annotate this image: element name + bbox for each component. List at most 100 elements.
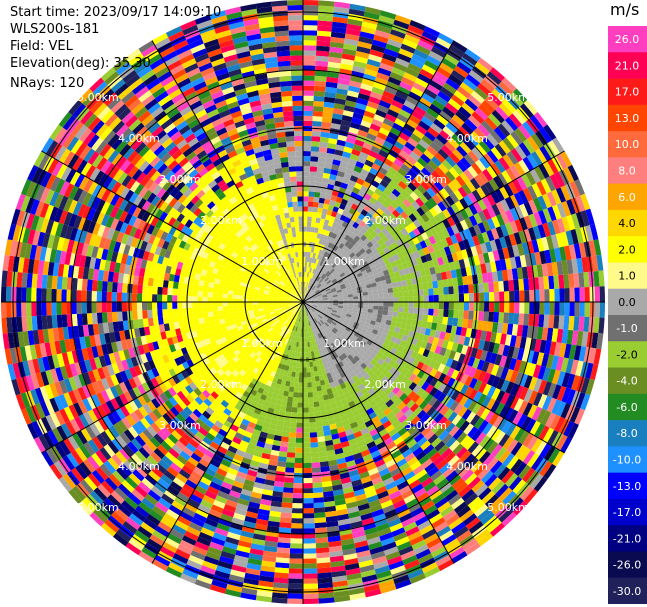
velocity-gate [303,161,311,167]
velocity-gate [539,289,545,302]
velocity-gate [377,238,385,246]
velocity-gate [303,292,306,298]
velocity-gate [303,75,315,81]
velocity-gate [303,90,315,96]
velocity-gate [355,217,363,225]
velocity-gate [295,432,303,438]
velocity-gate [326,209,333,216]
velocity-gate [314,512,326,519]
velocity-gate [413,188,423,198]
velocity-gate [317,441,326,448]
velocity-gate [297,407,303,413]
velocity-gate [355,161,365,169]
velocity-gate [378,166,388,176]
velocity-gate [305,246,309,252]
velocity-gate [303,598,319,604]
velocity-gate [415,124,428,136]
velocity-gate [283,421,291,428]
velocity-gate [313,263,318,270]
velocity-gate [344,141,355,149]
velocity-gate [403,207,413,217]
velocity-gate [351,148,361,157]
velocity-gate [306,236,310,242]
velocity-gate [377,223,386,232]
velocity-gate [336,83,350,91]
velocity-gate [327,220,334,227]
velocity-gate [468,69,484,83]
velocity-gate [441,57,457,70]
velocity-gate [502,99,517,114]
velocity-gate [299,367,303,373]
velocity-gate [445,122,458,134]
velocity-gate [510,130,523,146]
velocity-gate [336,139,346,147]
velocity-gate [292,487,303,494]
velocity-gate [331,262,337,269]
velocity-gate [453,302,460,311]
velocity-gate [463,310,469,320]
velocity-gate [309,231,315,238]
velocity-gate [303,498,314,504]
velocity-gate [336,88,348,96]
velocity-gate [328,266,334,273]
velocity-gate [408,302,414,308]
velocity-gate [329,199,336,207]
velocity-gate [303,382,308,388]
velocity-gate [404,172,415,183]
velocity-gate [361,21,378,30]
velocity-gate [491,88,506,103]
velocity-gate [303,367,307,373]
velocity-gate [340,264,347,271]
velocity-gate [405,67,420,78]
velocity-gate [334,1,351,9]
velocity-gate [381,227,390,236]
velocity-gate [368,208,376,216]
velocity-gate [465,73,481,87]
velocity-gate [318,249,323,256]
velocity-gate [303,513,315,519]
velocity-gate [508,113,523,128]
velocity-gate [423,26,441,38]
velocity-gate [376,72,390,82]
velocity-gate [394,57,410,68]
velocity-gate [382,90,396,100]
velocity-gate [493,281,500,292]
velocity-gate [331,233,338,240]
velocity-gate [353,228,361,236]
velocity-gate [356,97,369,106]
velocity-gate [320,187,328,194]
velocity-gate [288,437,296,443]
velocity-gate [372,81,386,91]
velocity-gate [303,523,315,529]
velocity-gate [360,257,367,264]
velocity-gate [406,318,413,326]
velocity-gate [309,236,314,243]
velocity-gate [340,119,352,127]
velocity-gate [314,227,319,234]
velocity-gate [347,13,364,22]
velocity-gate [433,308,439,317]
velocity-gate [314,253,319,259]
velocity-gate [315,264,320,270]
velocity-gate [488,291,495,302]
velocity-gate [385,224,393,233]
velocity-gate [305,271,308,278]
velocity-gate [288,386,295,393]
radar-info-panel: Start time: 2023/09/17 14:09:10 WLS200s-… [10,4,221,92]
velocity-gate [315,421,323,428]
velocity-gate [574,302,580,317]
velocity-gate [340,63,354,71]
velocity-gate [314,281,319,287]
velocity-gate [292,493,303,499]
velocity-gate [407,204,417,214]
velocity-gate [404,216,413,226]
velocity-gate [410,86,424,98]
velocity-gate [382,288,389,294]
velocity-gate [524,290,530,302]
velocity-gate [386,38,403,49]
velocity-gate [320,131,330,138]
velocity-gate [514,290,520,302]
velocity-gate [313,269,318,275]
velocity-gate [427,281,434,289]
velocity-gate [294,467,303,474]
